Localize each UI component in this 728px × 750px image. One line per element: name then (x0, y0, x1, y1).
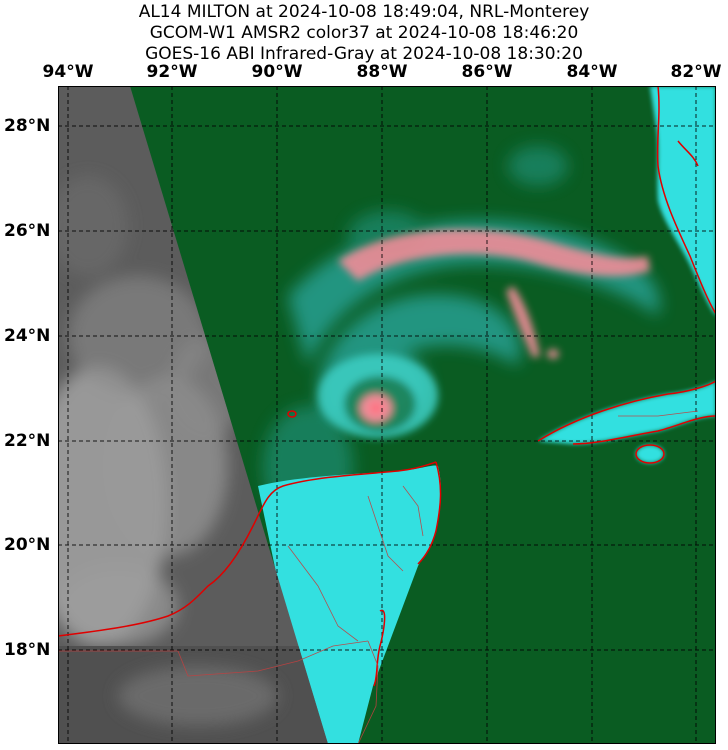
hurricane-core (318, 354, 438, 438)
cuba-land (538, 381, 716, 444)
rain-band (338, 229, 650, 359)
lon-label-90w: 90°W (251, 62, 303, 82)
lon-label-82w: 82°W (670, 62, 722, 82)
coastlines (58, 86, 716, 687)
lon-label-86w: 86°W (461, 62, 513, 82)
lat-label-24n: 24°N (4, 326, 51, 346)
lat-label-18n: 18°N (4, 640, 51, 660)
map-frame-border (58, 86, 716, 744)
title-line-1: AL14 MILTON at 2024-10-08 18:49:04, NRL-… (138, 2, 590, 22)
lon-label-88w: 88°W (356, 62, 408, 82)
figure-title: AL14 MILTON at 2024-10-08 18:49:04, NRL-… (0, 2, 728, 65)
lon-label-94w: 94°W (42, 62, 94, 82)
isla-juventud (636, 445, 664, 463)
florida-land (650, 86, 716, 316)
lat-label-28n: 28°N (4, 116, 51, 136)
title-line-3: GOES-16 ABI Infrared-Gray at 2024-10-08 … (145, 44, 583, 64)
lon-label-84w: 84°W (566, 62, 618, 82)
lon-label-92w: 92°W (146, 62, 198, 82)
lat-label-22n: 22°N (4, 431, 51, 451)
satellite-map (58, 86, 716, 744)
lat-label-26n: 26°N (4, 221, 51, 241)
title-line-2: GCOM-W1 AMSR2 color37 at 2024-10-08 18:4… (149, 23, 579, 43)
borders (58, 410, 699, 744)
lat-label-20n: 20°N (4, 535, 51, 555)
